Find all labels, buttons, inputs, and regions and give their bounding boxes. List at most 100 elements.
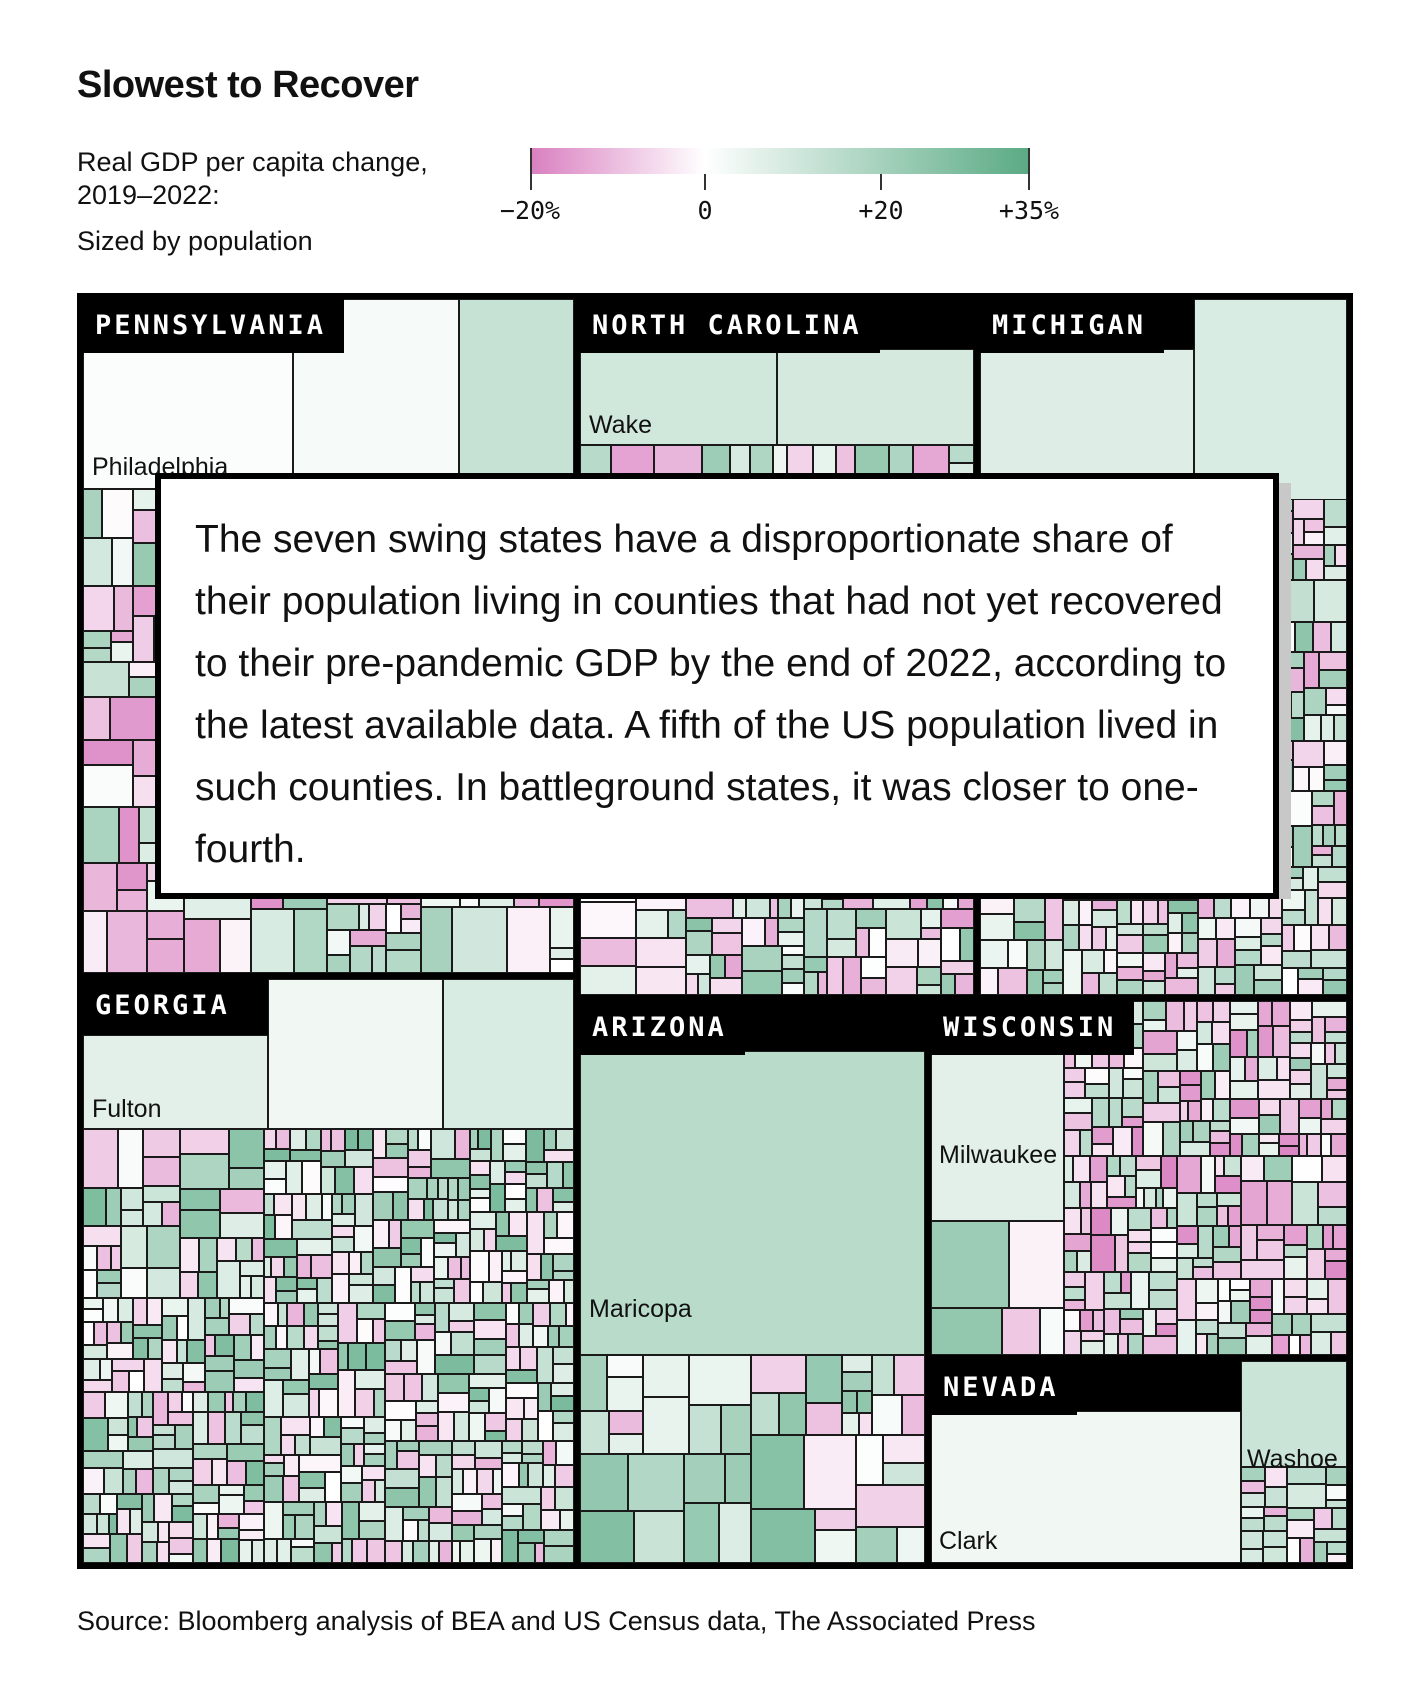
county-cell: [506, 1419, 522, 1441]
county-cell: [97, 1283, 121, 1298]
county-cell: [341, 1444, 354, 1466]
county-cell: [872, 1395, 902, 1435]
county-cell: [1099, 973, 1117, 995]
county-cell: [403, 1507, 429, 1520]
county-cell: [386, 933, 421, 950]
county-cell: [535, 1543, 544, 1563]
county-cell: [553, 1411, 574, 1423]
county-cell: [452, 1469, 463, 1494]
county-cell: [686, 931, 712, 955]
county-cell: [373, 1158, 408, 1177]
county-cell: [1158, 1087, 1180, 1103]
county-cell: [359, 1502, 385, 1521]
county-cell: [1143, 1071, 1158, 1103]
county-cell: [520, 1347, 537, 1370]
county-cell: [220, 1189, 264, 1213]
county-cell: [100, 1494, 117, 1514]
county-cell: [227, 1461, 246, 1485]
county-label-wake: Wake: [589, 411, 652, 439]
county-cell: [628, 1454, 684, 1511]
county-cell: [361, 1252, 373, 1274]
county-cell: [1144, 1188, 1156, 1208]
county-cell: [284, 1455, 299, 1476]
county-cell: [373, 1267, 395, 1285]
county-cell: [1121, 1272, 1131, 1293]
county-cell: [527, 1212, 544, 1254]
county-cell: [1254, 965, 1282, 980]
county-cell: [283, 1380, 309, 1394]
county-cell: [198, 1272, 217, 1298]
county-cell: [341, 1428, 364, 1444]
county-cell: [110, 1534, 127, 1563]
county-cell: [83, 1380, 112, 1392]
county-cell: [1151, 1258, 1177, 1272]
county-cell: [553, 1347, 574, 1364]
county-cell: [401, 904, 421, 919]
county-cell: [1064, 1182, 1080, 1208]
county-cell: [1282, 968, 1298, 995]
county-cell: [83, 1188, 106, 1226]
county-cell: [458, 1200, 470, 1220]
county-cell: [1279, 1134, 1299, 1146]
county-cell: [1128, 1253, 1151, 1272]
county-cell: [1324, 780, 1347, 791]
county-cell: [321, 1167, 335, 1194]
county-cell: [897, 1527, 925, 1563]
county-cell: [1300, 1335, 1311, 1355]
county-cell: [241, 1412, 264, 1425]
county-cell: [941, 974, 955, 995]
county-cell: [373, 1285, 395, 1303]
county-cell: [1064, 1251, 1077, 1272]
county-cell: [385, 1507, 403, 1541]
county-cell: [321, 1151, 345, 1167]
county-cell: [1332, 1099, 1347, 1119]
county-cell: [264, 1149, 290, 1161]
county-cell: [556, 1129, 574, 1150]
county-cell: [1241, 1493, 1265, 1507]
county-cell: [1085, 1068, 1109, 1084]
county-cell: [168, 1412, 193, 1425]
county-cell: [1131, 900, 1143, 924]
county-cell: [239, 1540, 252, 1563]
county-cell: [225, 1412, 241, 1444]
county-cell: [1177, 1050, 1197, 1071]
county-cell: [566, 1303, 574, 1326]
county-cell: [1213, 1001, 1230, 1022]
county-cell: [121, 1210, 143, 1226]
county-cell: [354, 1167, 373, 1194]
county-cell: [1319, 652, 1347, 670]
county-cell: [1326, 1500, 1347, 1508]
county-cell: [1117, 980, 1143, 995]
county-cell: [1290, 1043, 1311, 1058]
county-cell: [869, 928, 886, 957]
county-cell: [1125, 1176, 1136, 1197]
county-cell: [1196, 1303, 1218, 1320]
county-cell: [475, 1458, 502, 1469]
county-cell: [208, 1412, 225, 1444]
county-cell: [489, 1388, 506, 1413]
county-cell: [1080, 1310, 1093, 1331]
county-cell: [436, 1455, 452, 1477]
county-cell: [538, 1411, 553, 1441]
county-cell: [1241, 1467, 1265, 1481]
county-cell: [1177, 953, 1198, 968]
county-cell: [505, 1199, 526, 1212]
county-cell: [448, 1257, 461, 1279]
county-cell: [168, 1392, 182, 1412]
county-cell: [180, 1189, 220, 1210]
county-cell: [1149, 1272, 1177, 1290]
county-cell: [1331, 622, 1347, 652]
county-cell: [1027, 940, 1045, 970]
county-cell: [314, 1502, 326, 1526]
county-cell: [264, 1194, 274, 1215]
county-cell: [1254, 980, 1282, 995]
county-cell: [544, 1129, 556, 1150]
county-cell: [470, 1129, 478, 1149]
county-cell: [403, 1520, 418, 1541]
county-cell: [519, 1324, 533, 1347]
county-cell: [1295, 622, 1313, 652]
county-cell: [1298, 968, 1323, 979]
county-cell: [1081, 1208, 1091, 1234]
county-cell: [389, 1220, 401, 1248]
county-cell: [1323, 1225, 1333, 1249]
